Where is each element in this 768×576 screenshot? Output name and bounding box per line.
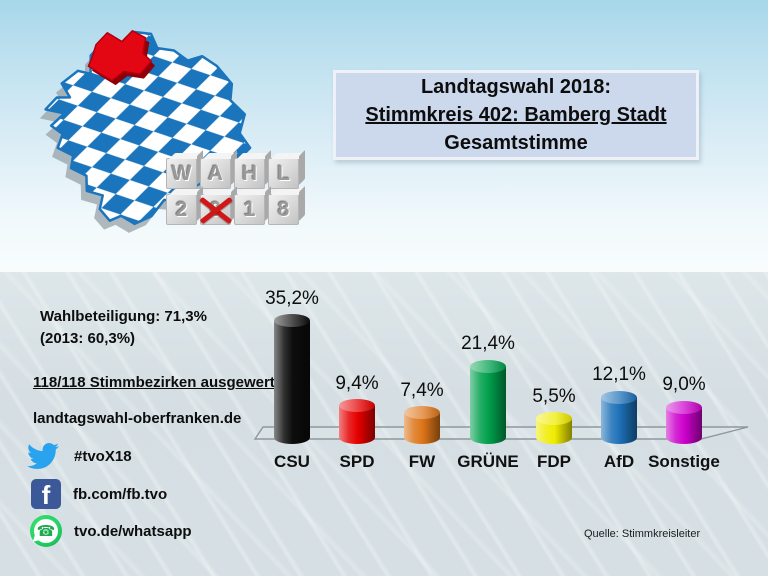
turnout-line-1: Wahlbeteiligung: 71,3% xyxy=(40,308,207,325)
whatsapp-label: tvo.de/whatsapp xyxy=(74,522,192,540)
wahl-block-W: W xyxy=(166,158,197,189)
value-label-Sonstige: 9,0% xyxy=(662,374,706,396)
wahl-block-8: 8 xyxy=(268,194,299,225)
website-text: landtagswahl-oberfranken.de xyxy=(33,410,242,427)
title-box: Landtagswahl 2018: Stimmkreis 402: Bambe… xyxy=(333,70,699,160)
value-label-FW: 7,4% xyxy=(400,379,444,401)
category-label-AfD: AfD xyxy=(603,452,635,471)
twitter-hashtag-label: #tvoX18 xyxy=(74,447,132,465)
category-label-FW: FW xyxy=(408,452,436,471)
turnout-text: Wahlbeteiligung: 71,3% (2013: 60,3%) xyxy=(40,306,207,350)
value-label-FDP: 5,5% xyxy=(532,385,576,407)
value-label-SPD: 9,4% xyxy=(335,372,379,394)
twitter-row: #tvoX18 xyxy=(24,440,132,472)
facebook-f-icon: f xyxy=(31,479,61,509)
facebook-row: f fb.com/fb.tvo xyxy=(31,479,167,509)
wahl-block-1: 1 xyxy=(234,194,265,225)
category-label-SPD: SPD xyxy=(339,452,375,471)
title-line-1: Landtagswahl 2018: xyxy=(420,76,612,98)
facebook-label: fb.com/fb.tvo xyxy=(73,485,168,503)
value-label-GRÜNE: 21,4% xyxy=(461,333,515,355)
category-label-CSU: CSU xyxy=(274,452,310,471)
turnout-line-2: (2013: 60,3%) xyxy=(40,330,136,347)
category-label-FDP: FDP xyxy=(537,452,571,471)
wahl-block-2: 2 xyxy=(166,194,197,225)
category-label-GRÜNE: GRÜNE xyxy=(457,452,519,471)
category-label-Sonstige: Sonstige xyxy=(648,452,720,471)
twitter-bird-icon xyxy=(27,442,59,470)
whatsapp-icon: ☎ xyxy=(30,515,62,547)
source-label: Quelle: Stimmkreisleiter xyxy=(584,528,701,540)
value-label-CSU: 35,2% xyxy=(265,287,319,309)
ground-background xyxy=(0,272,768,576)
title-line-3: Gesamtstimme xyxy=(444,132,588,154)
oberfranken-region xyxy=(87,30,153,82)
districts-counted-text: 118/118 Stimmbezirken ausgewertet xyxy=(33,374,289,391)
title-line-2: Stimmkreis 402: Bamberg Stadt xyxy=(365,104,667,126)
wahl-block-0: 0 xyxy=(199,194,232,225)
year-blocks-row: 2018 xyxy=(166,194,306,225)
value-label-AfD: 12,1% xyxy=(592,364,646,386)
whatsapp-row: ☎ tvo.de/whatsapp xyxy=(30,515,192,547)
